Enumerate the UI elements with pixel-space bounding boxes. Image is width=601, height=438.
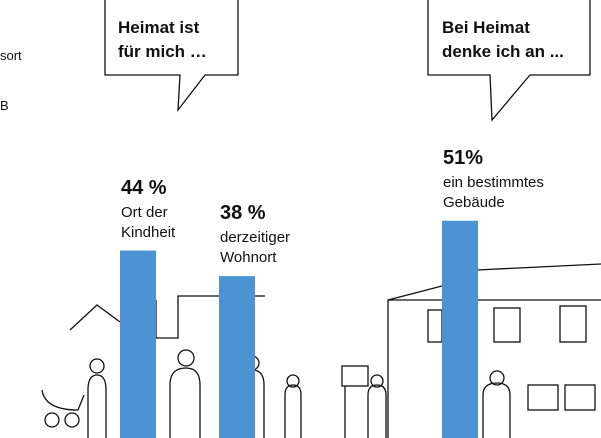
person bbox=[170, 368, 200, 438]
pram-wheel bbox=[65, 413, 79, 427]
person bbox=[368, 385, 386, 438]
value-label: 44 % bbox=[121, 177, 167, 200]
bar bbox=[442, 221, 478, 438]
building-outline bbox=[388, 286, 442, 438]
sign bbox=[342, 366, 368, 386]
bar bbox=[120, 251, 156, 438]
window bbox=[560, 306, 586, 342]
chart bbox=[0, 0, 601, 438]
value-label: 51% bbox=[443, 147, 483, 170]
infographic: sort B Heimat ist für mich … Ort der Kind… bbox=[0, 0, 601, 438]
bar bbox=[219, 276, 255, 438]
category-label: ein bestimmtes Gebäude bbox=[443, 173, 544, 213]
person bbox=[483, 383, 510, 438]
house-outline bbox=[70, 305, 120, 330]
category-label: Ort der Kindheit bbox=[121, 203, 175, 243]
window bbox=[565, 385, 595, 410]
pram-wheel bbox=[45, 413, 59, 427]
person bbox=[88, 375, 106, 438]
person-head bbox=[178, 350, 194, 366]
category-label: derzeitiger Wohnort bbox=[220, 228, 290, 268]
window bbox=[528, 385, 558, 410]
person-head bbox=[90, 359, 104, 373]
window bbox=[428, 310, 442, 342]
building-outline bbox=[477, 264, 601, 270]
value-label: 38 % bbox=[220, 202, 266, 225]
speech-bubble-text: Bei Heimat denke ich an ... bbox=[442, 16, 564, 64]
house-outline bbox=[156, 296, 219, 338]
speech-bubble-text: Heimat ist für mich … bbox=[118, 16, 207, 64]
cropped-text: B bbox=[0, 98, 9, 113]
person bbox=[285, 385, 301, 438]
pram bbox=[42, 390, 84, 410]
cropped-text: sort bbox=[0, 48, 22, 63]
window bbox=[494, 308, 520, 342]
